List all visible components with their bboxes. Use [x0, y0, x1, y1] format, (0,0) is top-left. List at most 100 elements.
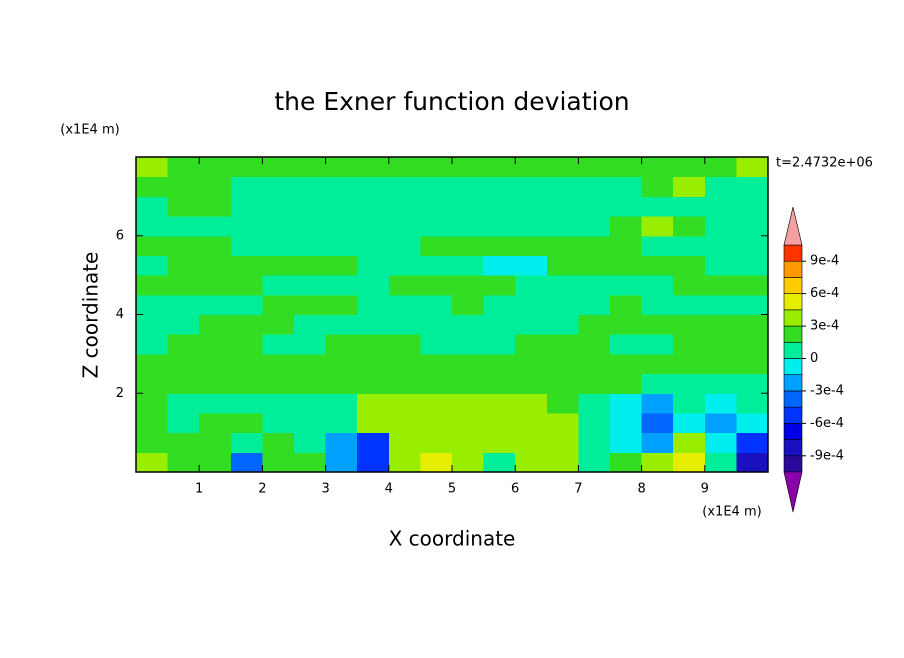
- field-cell: [230, 157, 263, 178]
- field-cell: [357, 393, 390, 414]
- field-cell: [641, 235, 674, 256]
- field-cell: [641, 216, 674, 237]
- field-cell: [357, 196, 390, 217]
- y-tick-label: 2: [116, 386, 124, 401]
- field-cell: [325, 314, 358, 335]
- field-cell: [515, 373, 548, 394]
- field-cell: [483, 334, 516, 355]
- field-cell: [515, 452, 548, 473]
- field-cell: [230, 255, 263, 276]
- field-cell: [641, 452, 674, 473]
- field-cell: [578, 235, 611, 256]
- field-cell: [578, 353, 611, 375]
- field-cell: [388, 196, 421, 217]
- x-tick-label: 2: [258, 482, 266, 497]
- field-cell: [230, 432, 263, 453]
- field-cell: [483, 432, 516, 453]
- chart-title: the Exner function deviation: [274, 87, 629, 116]
- field-cell: [704, 412, 737, 434]
- field-cell: [357, 275, 390, 296]
- field-cell: [736, 334, 769, 355]
- colorbar-box: [783, 325, 803, 343]
- field-cell: [136, 412, 169, 434]
- field-cell: [452, 275, 485, 296]
- field-cell: [136, 216, 169, 237]
- field-cell: [736, 275, 769, 296]
- x-tick-label: 6: [511, 482, 519, 497]
- colorbar-box: [783, 423, 803, 440]
- field-cell: [546, 216, 579, 237]
- field-cell: [136, 294, 169, 315]
- field-cell: [610, 432, 643, 453]
- field-cell: [420, 235, 453, 256]
- field-cell: [136, 176, 169, 197]
- field-cell: [136, 353, 169, 375]
- field-cell: [262, 452, 295, 473]
- colorbar-box: [783, 244, 803, 262]
- field-cell: [420, 373, 453, 394]
- field-cell: [325, 216, 358, 237]
- field-cell: [136, 157, 169, 178]
- colorbar-box: [783, 374, 803, 392]
- field-cell: [294, 157, 327, 178]
- field-cell: [610, 176, 643, 197]
- field-cell: [641, 373, 674, 394]
- field-cell: [515, 353, 548, 375]
- field-cell: [262, 373, 295, 394]
- field-cell: [357, 412, 390, 434]
- field-cell: [578, 294, 611, 315]
- colorbar-tick-label: -9e-4: [810, 448, 844, 463]
- field-cell: [230, 176, 263, 197]
- field-cell: [483, 176, 516, 197]
- field-cell: [641, 255, 674, 276]
- field-cell: [704, 196, 737, 217]
- field-cell: [325, 452, 358, 473]
- x-tick-label: 7: [574, 482, 582, 497]
- colorbar-tick-label: -6e-4: [810, 416, 844, 431]
- field-cell: [515, 314, 548, 335]
- field-cell: [641, 334, 674, 355]
- field-cell: [641, 294, 674, 315]
- field-cell: [420, 334, 453, 355]
- field-cell: [420, 412, 453, 434]
- field-cell: [388, 157, 421, 178]
- field-cell: [230, 235, 263, 256]
- x-tick-label: 9: [701, 482, 709, 497]
- field-cell: [704, 452, 737, 473]
- field-cell: [199, 353, 232, 375]
- colorbar-box: [783, 455, 803, 473]
- field-cell: [357, 373, 390, 394]
- field-cell: [388, 353, 421, 375]
- field-cell: [483, 255, 516, 276]
- field-cell: [167, 294, 200, 315]
- field-cell: [452, 235, 485, 256]
- field-cell: [452, 216, 485, 237]
- field-cell: [578, 452, 611, 473]
- field-cell: [610, 373, 643, 394]
- colorbar-box: [783, 309, 803, 327]
- field-cell: [578, 216, 611, 237]
- field-cell: [357, 255, 390, 276]
- field-cell: [230, 393, 263, 414]
- field-cell: [199, 334, 232, 355]
- field-cell: [325, 432, 358, 453]
- field-cell: [578, 334, 611, 355]
- field: [136, 157, 769, 473]
- colorbar-over: [783, 206, 803, 246]
- field-cell: [136, 373, 169, 394]
- field-cell: [357, 176, 390, 197]
- field-cell: [704, 157, 737, 178]
- field-cell: [262, 393, 295, 414]
- field-cell: [610, 255, 643, 276]
- field-cell: [736, 412, 769, 434]
- field-cell: [294, 216, 327, 237]
- field-cell: [578, 275, 611, 296]
- field-cell: [294, 255, 327, 276]
- field-cell: [230, 294, 263, 315]
- field-cell: [167, 235, 200, 256]
- field-cell: [262, 275, 295, 296]
- field-cell: [704, 216, 737, 237]
- field-cell: [704, 235, 737, 256]
- field-cell: [420, 452, 453, 473]
- field-cell: [420, 432, 453, 453]
